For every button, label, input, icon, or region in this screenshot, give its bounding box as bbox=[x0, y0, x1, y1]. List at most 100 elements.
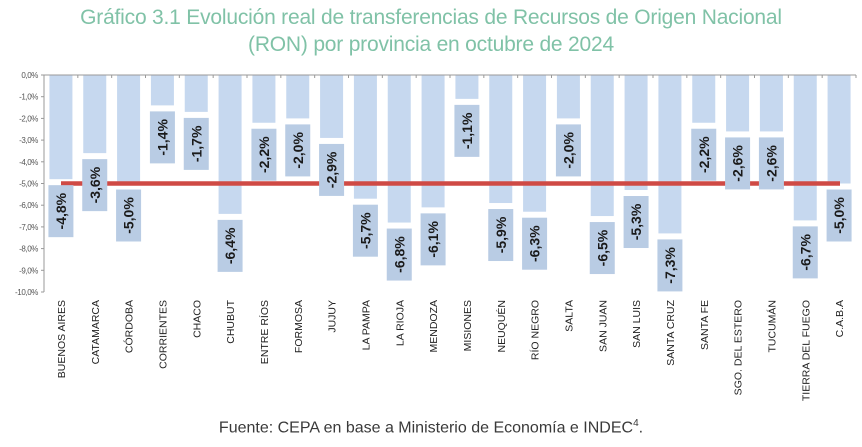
data-label-text: -5,9% bbox=[493, 216, 509, 253]
data-label-box bbox=[657, 239, 683, 292]
y-tick-label: -4,0% bbox=[19, 158, 38, 167]
data-label: -3,6% bbox=[82, 159, 108, 212]
category-label: SALTA bbox=[563, 300, 575, 332]
category-label: TIERRA DEL FUEGO bbox=[800, 300, 812, 401]
bar bbox=[827, 75, 851, 184]
category-label: SAN JUAN bbox=[597, 300, 609, 352]
y-tick-label: -1,0% bbox=[19, 93, 38, 102]
data-label-text: -1,1% bbox=[459, 112, 475, 149]
y-tick-label: 0,0% bbox=[21, 71, 38, 80]
data-label: -4,8% bbox=[48, 185, 74, 238]
data-label-box bbox=[420, 213, 446, 266]
category-labels-layer: BUENOS AIRES CATAMARCA CÓRDOBA CORRIENTES CH… bbox=[56, 299, 846, 401]
y-tick-label: -3,0% bbox=[19, 136, 38, 145]
data-label-box bbox=[488, 209, 514, 262]
data-label-box bbox=[319, 143, 345, 196]
category-label: SGO. DEL ESTERO bbox=[733, 300, 745, 395]
source-end: . bbox=[638, 419, 644, 437]
source-footnote-ref: 4 bbox=[633, 418, 639, 429]
data-label-text: -2,2% bbox=[256, 136, 272, 173]
category-label: LA RIOJA bbox=[394, 300, 406, 346]
category-label: RÍO NEGRO bbox=[529, 300, 542, 360]
data-label: -5,7% bbox=[352, 204, 378, 257]
bar bbox=[117, 75, 141, 184]
bars-layer bbox=[49, 75, 851, 234]
data-label: -1,1% bbox=[454, 104, 480, 157]
data-label: -6,5% bbox=[589, 222, 615, 275]
data-label-box bbox=[48, 185, 74, 238]
category-label: CHACO bbox=[191, 300, 203, 338]
data-label: -7,3% bbox=[657, 239, 683, 292]
data-label-text: -2,2% bbox=[696, 136, 712, 173]
data-label-box bbox=[149, 111, 175, 164]
data-label-text: -6,1% bbox=[425, 221, 441, 258]
data-label-box bbox=[352, 204, 378, 257]
bar bbox=[759, 75, 783, 132]
category-label: JUJUY bbox=[327, 300, 339, 333]
data-label-text: -2,0% bbox=[290, 132, 306, 169]
category-label: CHUBUT bbox=[225, 299, 237, 343]
data-label-text: -6,4% bbox=[222, 227, 238, 264]
category-label: MENDOZA bbox=[428, 300, 440, 353]
data-label: -5,0% bbox=[116, 189, 142, 242]
data-label-text: -1,7% bbox=[188, 125, 204, 162]
data-label-box bbox=[217, 219, 243, 272]
bar bbox=[624, 75, 648, 191]
data-label: -5,0% bbox=[826, 189, 852, 242]
data-label: -2,6% bbox=[758, 137, 784, 190]
bar bbox=[556, 75, 580, 119]
chart-title-line-1: Gráfico 3.1 Evolución real de transferen… bbox=[80, 6, 782, 29]
data-label-text: -3,6% bbox=[87, 166, 103, 203]
y-tick-label: -10,0% bbox=[15, 288, 38, 297]
y-tick-label: -5,0% bbox=[19, 180, 38, 189]
data-label: -6,8% bbox=[386, 228, 412, 281]
data-label-text: -2,0% bbox=[560, 132, 576, 169]
bar bbox=[353, 75, 377, 199]
category-label: BUENOS AIRES bbox=[56, 300, 68, 378]
data-label-text: -5,0% bbox=[121, 197, 137, 234]
data-label-box bbox=[251, 128, 277, 181]
bar bbox=[692, 75, 716, 123]
data-label-text: -2,6% bbox=[730, 145, 746, 182]
data-label: -2,2% bbox=[251, 128, 277, 181]
data-label: -1,4% bbox=[149, 111, 175, 164]
data-label-text: -1,4% bbox=[154, 119, 170, 156]
data-label-text: -4,8% bbox=[53, 192, 69, 229]
data-label: -2,9% bbox=[319, 143, 345, 196]
data-label: -6,1% bbox=[420, 213, 446, 266]
data-label-text: -5,0% bbox=[831, 197, 847, 234]
source-text: Fuente: CEPA en base a Ministerio de Eco… bbox=[218, 419, 634, 437]
bar bbox=[387, 75, 411, 223]
bar bbox=[218, 75, 242, 214]
source-note: Fuente: CEPA en base a Ministerio de Eco… bbox=[0, 418, 862, 437]
data-label-box bbox=[555, 124, 581, 177]
data-label: -5,3% bbox=[623, 196, 649, 249]
bar bbox=[150, 75, 174, 106]
data-label: -5,9% bbox=[488, 209, 514, 262]
data-labels-layer: -4,8% -3,6% -5,0% -1,4% -1,7% -6,4% -2,2% -2,0%… bbox=[48, 104, 852, 292]
data-label-box bbox=[589, 222, 615, 275]
data-label-text: -5,3% bbox=[628, 203, 644, 240]
data-label: -2,0% bbox=[285, 124, 311, 177]
bar bbox=[726, 75, 750, 132]
data-label-box bbox=[725, 137, 751, 190]
data-label-text: -6,5% bbox=[594, 229, 610, 266]
data-label: -1,7% bbox=[183, 117, 209, 170]
data-label-text: -6,8% bbox=[391, 236, 407, 273]
bar bbox=[49, 75, 73, 180]
bar bbox=[320, 75, 344, 138]
category-label: C.A.B.A bbox=[834, 300, 846, 337]
data-label-box bbox=[623, 196, 649, 249]
bar bbox=[421, 75, 445, 208]
data-label-box bbox=[285, 124, 311, 177]
data-label-box bbox=[454, 104, 480, 157]
category-label: ENTRE RÍOS bbox=[258, 300, 271, 364]
data-label-box bbox=[386, 228, 412, 281]
data-label-box bbox=[82, 159, 108, 212]
data-label-text: -2,6% bbox=[763, 145, 779, 182]
category-label: NEUQUÉN bbox=[495, 300, 508, 353]
category-label: SAN LUIS bbox=[631, 300, 643, 348]
category-label: FORMOSA bbox=[293, 300, 305, 353]
data-label: -6,4% bbox=[217, 219, 243, 272]
